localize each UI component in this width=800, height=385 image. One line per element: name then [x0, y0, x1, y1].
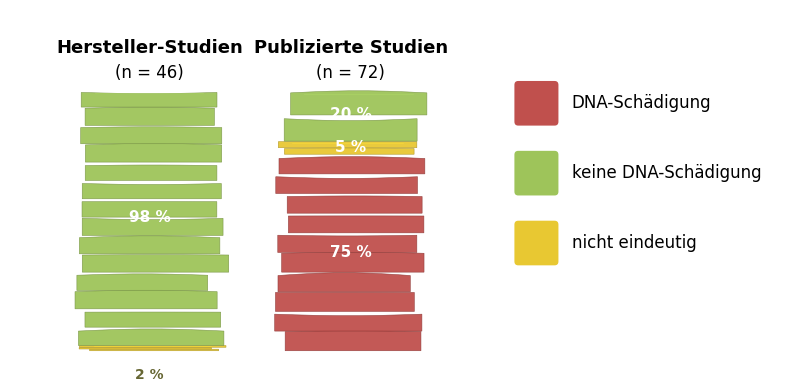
Polygon shape	[77, 274, 208, 290]
Text: (n = 46): (n = 46)	[115, 64, 184, 82]
Polygon shape	[276, 177, 418, 194]
Polygon shape	[86, 143, 222, 162]
Polygon shape	[287, 196, 422, 213]
FancyBboxPatch shape	[514, 81, 558, 126]
Text: Hersteller-Studien: Hersteller-Studien	[56, 39, 243, 57]
Text: 98 %: 98 %	[129, 209, 170, 224]
Text: 2 %: 2 %	[135, 368, 164, 382]
Polygon shape	[78, 329, 224, 345]
Text: (n = 72): (n = 72)	[316, 64, 385, 82]
Polygon shape	[85, 312, 221, 327]
Polygon shape	[81, 127, 222, 144]
Text: 20 %: 20 %	[330, 107, 372, 122]
Polygon shape	[75, 290, 217, 309]
Text: keine DNA-Schädigung: keine DNA-Schädigung	[572, 164, 762, 182]
Polygon shape	[82, 184, 222, 199]
Polygon shape	[82, 202, 217, 217]
Polygon shape	[278, 141, 417, 148]
Text: nicht eindeutig: nicht eindeutig	[572, 234, 697, 252]
Polygon shape	[285, 148, 414, 154]
Polygon shape	[82, 254, 229, 272]
Polygon shape	[90, 349, 218, 351]
Polygon shape	[282, 252, 424, 272]
Polygon shape	[290, 91, 427, 115]
Polygon shape	[279, 157, 425, 174]
Polygon shape	[79, 348, 211, 349]
Polygon shape	[82, 218, 223, 236]
Polygon shape	[79, 236, 220, 254]
FancyBboxPatch shape	[514, 151, 558, 196]
Polygon shape	[288, 216, 424, 233]
Polygon shape	[278, 235, 417, 253]
Polygon shape	[82, 92, 217, 107]
Text: 75 %: 75 %	[330, 245, 372, 260]
Text: 5 %: 5 %	[335, 140, 366, 155]
Polygon shape	[86, 165, 217, 181]
Text: Publizierte Studien: Publizierte Studien	[254, 39, 448, 57]
Polygon shape	[284, 119, 417, 141]
Polygon shape	[79, 346, 226, 347]
Polygon shape	[278, 273, 410, 292]
FancyBboxPatch shape	[514, 221, 558, 265]
Polygon shape	[85, 107, 214, 126]
Polygon shape	[274, 314, 422, 331]
Polygon shape	[285, 331, 421, 351]
Polygon shape	[275, 292, 414, 311]
Text: DNA-Schädigung: DNA-Schädigung	[572, 94, 711, 112]
